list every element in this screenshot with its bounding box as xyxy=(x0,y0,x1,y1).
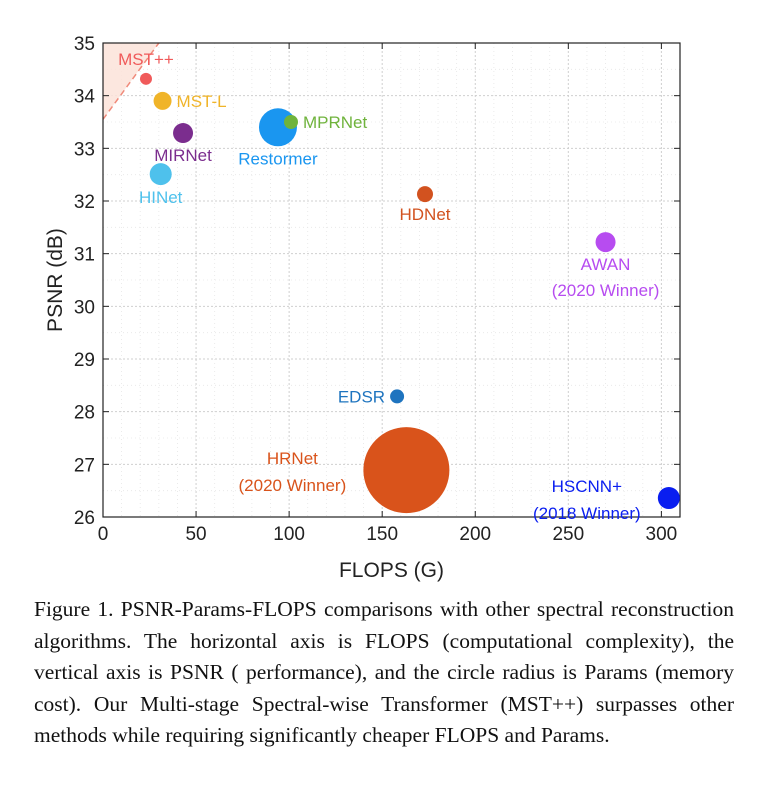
x-tick-label: 200 xyxy=(459,524,491,545)
data-points xyxy=(139,72,680,514)
figure-caption: Figure 1. PSNR-Params-FLOPS comparisons … xyxy=(34,597,734,747)
y-tick-label: 29 xyxy=(74,350,95,371)
x-tick-label: 50 xyxy=(185,524,206,545)
point-mst-l xyxy=(153,91,172,110)
y-tick-label: 30 xyxy=(74,297,95,318)
label-hrnet: HRNet xyxy=(267,449,318,468)
highlight-boundary xyxy=(102,42,160,120)
y-tick-label: 33 xyxy=(74,139,95,160)
axis-ticks: 0 50 100 150 200 250 300 26 27 28 29 30 31 32 33 34 35 xyxy=(74,34,680,545)
sublabel-hscnn: (2018 Winner) xyxy=(533,504,641,523)
label-mst-l: MST-L xyxy=(177,92,227,111)
x-tick-label: 0 xyxy=(98,524,109,545)
x-tick-label: 100 xyxy=(273,524,305,545)
label-mirnet: MIRNet xyxy=(154,146,212,165)
plot-frame xyxy=(102,42,681,518)
sublabel-awan: (2020 Winner) xyxy=(552,281,660,300)
label-restormer: Restormer xyxy=(238,149,318,168)
label-hdnet: HDNet xyxy=(399,205,450,224)
y-tick-label: 31 xyxy=(74,245,95,266)
point-hrnet xyxy=(363,427,450,514)
y-tick-label: 26 xyxy=(74,508,95,529)
sublabel-hrnet: (2020 Winner) xyxy=(239,476,347,495)
y-axis-label: PSNR (dB) xyxy=(44,228,67,332)
point-edsr xyxy=(390,389,405,404)
label-hinet: HINet xyxy=(139,188,183,207)
x-axis-label: FLOPS (G) xyxy=(339,559,444,582)
x-tick-label: 150 xyxy=(366,524,398,545)
x-tick-label: 250 xyxy=(552,524,584,545)
point-mprnet xyxy=(283,115,298,129)
label-edsr: EDSR xyxy=(338,387,385,406)
y-tick-label: 35 xyxy=(74,34,95,55)
scatter-chart: 0 50 100 150 200 250 300 26 27 28 29 30 31 32 33 34 35 M… xyxy=(44,34,681,582)
label-awan: AWAN xyxy=(581,255,631,274)
point-labels: MST++ MST-L MIRNet HINet MPRNet Restormer HDNe… xyxy=(118,50,659,523)
point-mst xyxy=(139,72,152,85)
label-mst: MST++ xyxy=(118,50,174,69)
point-hinet xyxy=(149,163,172,186)
highlight-region xyxy=(102,42,160,120)
y-tick-label: 32 xyxy=(74,192,95,213)
point-hscnn xyxy=(657,487,680,510)
point-hdnet xyxy=(417,186,434,203)
y-tick-label: 34 xyxy=(74,87,96,108)
label-mprnet: MPRNet xyxy=(303,113,368,132)
y-tick-label: 27 xyxy=(74,455,95,476)
x-tick-label: 300 xyxy=(646,524,678,545)
point-mirnet xyxy=(173,123,194,144)
y-tick-label: 28 xyxy=(74,403,95,424)
point-awan xyxy=(595,232,616,253)
label-hscnn: HSCNN+ xyxy=(552,477,622,496)
